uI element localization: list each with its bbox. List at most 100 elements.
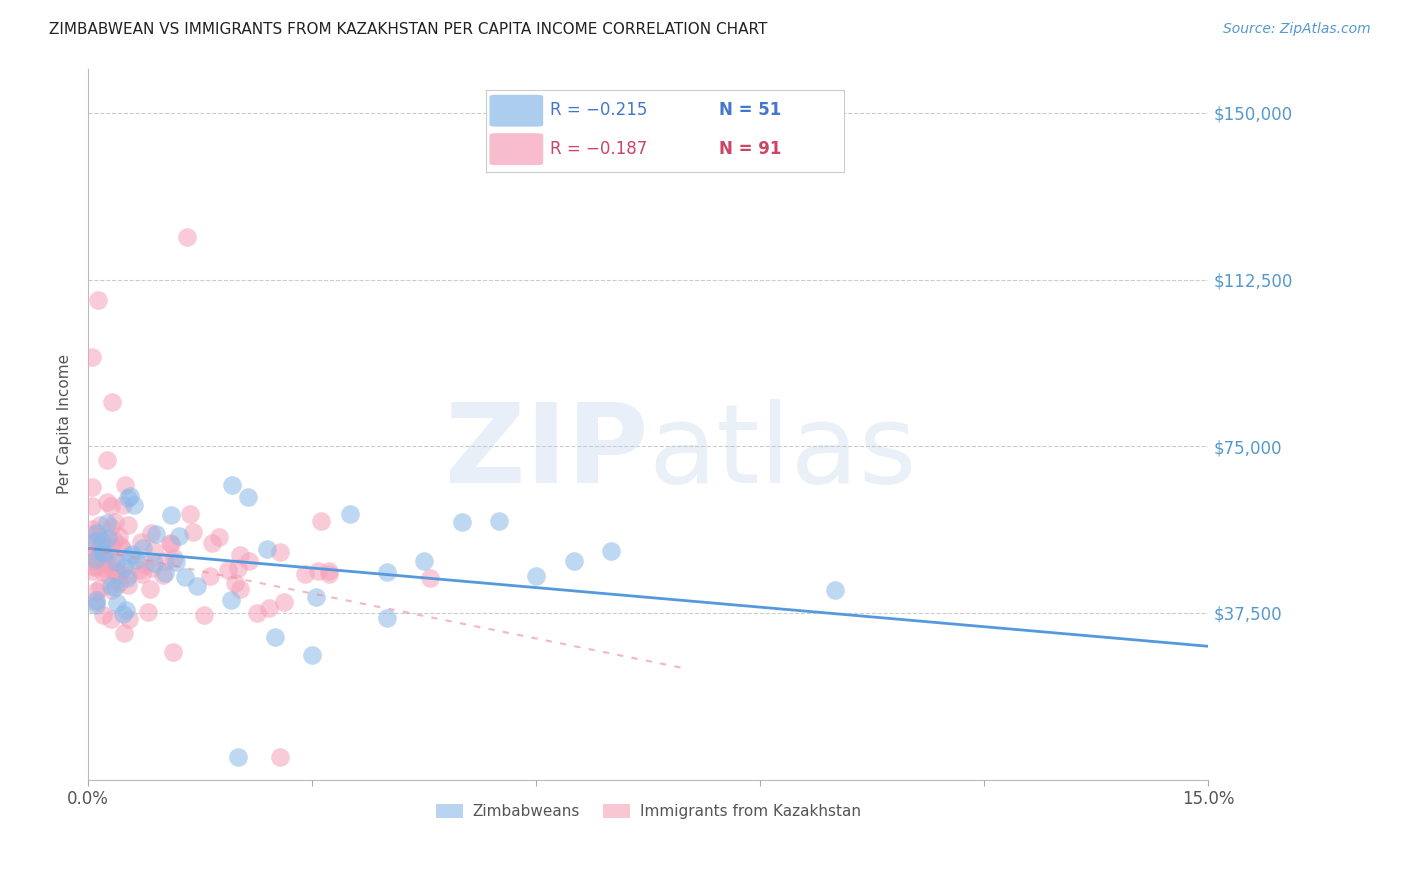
Point: [208, 530, 231, 544]
Point: [91, 608, 114, 623]
Point: [118, 489, 141, 503]
Point: [80, 527, 103, 541]
Point: [236, 490, 259, 504]
Point: [89, 581, 111, 595]
Point: [100, 579, 122, 593]
Point: [305, 590, 328, 604]
Point: [318, 566, 340, 581]
Point: [84, 584, 107, 599]
Point: [256, 542, 278, 557]
Point: [229, 582, 252, 596]
Point: [84, 595, 107, 609]
Point: [259, 600, 281, 615]
Point: [100, 541, 122, 555]
Point: [100, 612, 122, 626]
Point: [91, 565, 114, 579]
Legend: Zimbabweans, Immigrants from Kazakhstan: Zimbabweans, Immigrants from Kazakhstan: [430, 798, 866, 825]
Point: [100, 519, 122, 533]
Point: [80, 564, 103, 578]
Point: [307, 564, 329, 578]
Text: atlas: atlas: [648, 399, 917, 506]
Point: [80, 554, 103, 568]
Point: [375, 611, 398, 625]
Point: [600, 543, 623, 558]
Point: [375, 565, 398, 579]
Point: [105, 596, 128, 610]
Point: [80, 522, 103, 536]
Point: [132, 541, 155, 555]
Point: [238, 554, 260, 568]
Point: [115, 571, 138, 585]
Text: Source: ZipAtlas.com: Source: ZipAtlas.com: [1223, 22, 1371, 37]
Point: [104, 555, 127, 569]
Point: [159, 537, 181, 551]
Point: [101, 582, 124, 597]
Point: [108, 529, 131, 543]
Point: [87, 545, 110, 559]
Point: [309, 515, 332, 529]
Point: [101, 550, 124, 565]
Point: [82, 499, 104, 513]
Point: [83, 560, 105, 574]
Point: [186, 579, 208, 593]
Point: [153, 566, 176, 580]
Point: [117, 517, 139, 532]
Point: [93, 546, 115, 560]
Point: [269, 545, 291, 559]
Point: [217, 564, 239, 578]
Point: [80, 543, 103, 558]
Point: [83, 558, 105, 573]
Point: [112, 625, 135, 640]
Point: [318, 564, 340, 578]
Point: [221, 593, 243, 607]
Point: [112, 559, 135, 574]
Point: [117, 612, 139, 626]
Point: [263, 631, 285, 645]
Point: [562, 554, 585, 568]
Point: [111, 499, 134, 513]
Point: [273, 594, 295, 608]
Point: [141, 561, 163, 575]
Point: [145, 527, 167, 541]
Point: [96, 495, 118, 509]
Point: [524, 569, 547, 583]
Point: [87, 531, 110, 545]
Point: [201, 536, 224, 550]
Point: [80, 536, 103, 550]
Point: [174, 569, 197, 583]
Point: [155, 554, 177, 568]
Point: [94, 556, 117, 570]
Point: [114, 477, 136, 491]
Point: [80, 351, 103, 365]
Point: [121, 547, 143, 561]
Point: [100, 394, 122, 409]
Point: [86, 526, 108, 541]
Point: [84, 534, 107, 549]
Point: [82, 480, 104, 494]
Point: [413, 554, 436, 568]
Point: [176, 230, 198, 244]
Point: [301, 648, 323, 662]
Point: [100, 499, 122, 513]
Point: [229, 548, 252, 562]
Y-axis label: Per Capita Income: Per Capita Income: [58, 354, 72, 494]
Point: [419, 571, 441, 585]
Point: [89, 540, 111, 554]
Point: [117, 578, 139, 592]
Point: [108, 575, 131, 590]
Point: [138, 605, 160, 619]
Point: [131, 566, 153, 581]
Point: [824, 582, 846, 597]
Point: [114, 602, 136, 616]
Point: [165, 555, 187, 569]
Point: [96, 516, 118, 531]
Point: [163, 550, 186, 565]
Point: [110, 565, 132, 579]
Point: [141, 526, 163, 541]
Point: [111, 607, 134, 622]
Point: [124, 553, 146, 567]
Point: [160, 508, 183, 523]
Point: [104, 565, 127, 579]
Point: [134, 558, 156, 572]
Point: [111, 541, 134, 555]
